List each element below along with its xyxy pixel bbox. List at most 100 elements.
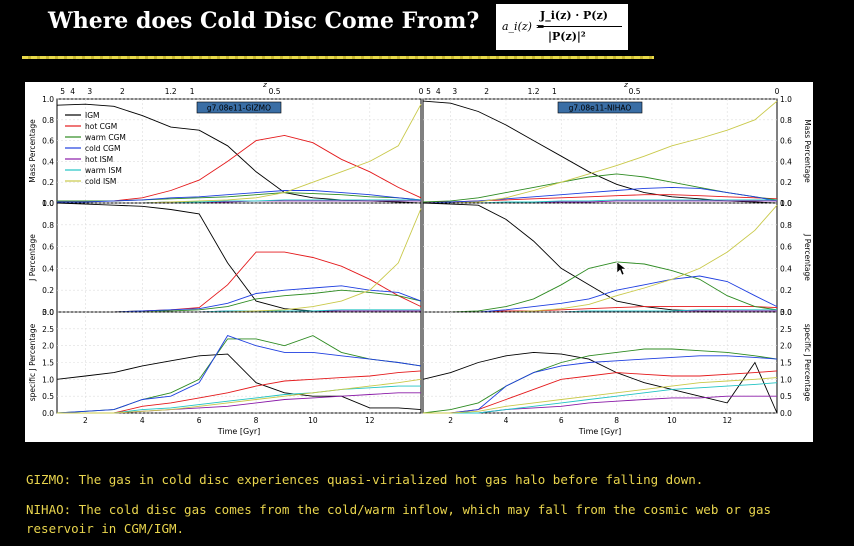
top-z-tick-label: 3 — [452, 87, 457, 96]
formula-fraction-bar — [538, 26, 622, 27]
chart-svg: 0.00.20.40.60.81.00.00.20.40.60.81.00.00… — [28, 81, 812, 436]
note-nihao: NIHAO: The cold disc gas comes from the … — [26, 502, 772, 536]
y-tick-label: 1.0 — [780, 375, 792, 384]
panel-title-box — [557, 101, 643, 114]
top-axis-label: z — [623, 82, 628, 89]
formula-box: a_i(z) = J_i(z) · P(z) |P(z)|² — [496, 4, 628, 50]
y-tick-label: 0.2 — [780, 286, 792, 295]
legend-label: hot CGM — [85, 122, 117, 131]
y-axis-label-right: Mass Percentage — [803, 119, 812, 183]
plot-frame — [422, 98, 778, 204]
y-axis-label-left: Mass Percentage — [28, 119, 37, 183]
y-tick-label: 0.5 — [780, 392, 792, 401]
y-tick-label: 1.0 — [42, 95, 54, 104]
series-line-warm-cgm-sj — [422, 348, 778, 414]
y-tick-label: 0.0 — [42, 308, 54, 317]
top-z-tick-label: 0 — [775, 87, 780, 96]
y-tick-label: 3.0 — [42, 308, 54, 317]
panel-title: g7.08e11-NIHAO — [569, 104, 632, 113]
top-z-tick-label: 0.5 — [269, 87, 281, 96]
y-tick-label: 0.8 — [42, 116, 54, 125]
top-z-tick-label: 1.2 — [165, 87, 177, 96]
plot-frame — [56, 202, 422, 313]
y-tick-label: 0.0 — [780, 409, 792, 418]
y-tick-label: 0.4 — [42, 157, 54, 166]
x-tick-label: 10 — [667, 416, 677, 425]
y-tick-label: 0.4 — [42, 264, 54, 273]
top-z-tick-label: 1.2 — [528, 87, 540, 96]
x-tick-label: 6 — [559, 416, 564, 425]
top-z-tick-label: 5 — [60, 87, 65, 96]
series-line-cold-cgm-sj — [56, 335, 422, 414]
legend-label: cold ISM — [85, 177, 116, 186]
y-tick-label: 2.0 — [780, 342, 792, 351]
formula-lhs: a_i(z) = — [502, 20, 545, 33]
y-tick-label: 1.5 — [42, 359, 54, 368]
top-z-tick-label: 4 — [436, 87, 441, 96]
note-gizmo: GIZMO: The gas in cold disc experiences … — [26, 472, 704, 487]
figure-panel: 0.0 0.2 0.4 0.6 0.8 1.0 0.0 0.2 0.4 0.6 0.8 1.0 0.0 0… — [25, 81, 813, 442]
y-tick-label: 0.2 — [42, 178, 54, 187]
y-tick-label: 1.0 — [42, 375, 54, 384]
y-tick-label: 0.0 — [780, 308, 792, 317]
y-tick-label: 0.5 — [42, 392, 54, 401]
y-tick-label: 0.0 — [780, 199, 792, 208]
series-line-igm-sj — [422, 351, 778, 414]
legend-label: cold CGM — [85, 144, 120, 153]
top-z-tick-label: 0 — [419, 87, 424, 96]
top-z-tick-label: 2 — [120, 87, 125, 96]
y-axis-label-left: J Percentage — [28, 234, 37, 282]
y-tick-label: 3.0 — [780, 308, 792, 317]
slide-title: Where does Cold Disc Come From? — [48, 8, 480, 34]
y-axis-label-left: specific J Percentage — [28, 323, 37, 401]
y-tick-label: 0.8 — [780, 221, 792, 230]
top-z-tick-label: 4 — [70, 87, 75, 96]
legend-label: warm ISM — [85, 166, 122, 175]
y-tick-label: 1.0 — [780, 95, 792, 104]
y-tick-label: 0.6 — [780, 243, 792, 252]
x-tick-label: 4 — [140, 416, 145, 425]
series-line-hot-cgm-sj — [423, 370, 778, 414]
y-tick-label: 0.8 — [780, 116, 792, 125]
y-tick-label: 0.8 — [42, 221, 54, 230]
legend-label: IGM — [85, 111, 100, 120]
y-tick-label: 0.4 — [780, 264, 792, 273]
formula-numerator: J_i(z) · P(z) — [540, 9, 608, 22]
series-line-cold-cgm-mass — [422, 186, 778, 204]
x-tick-label: 2 — [448, 416, 453, 425]
top-z-tick-label: 2 — [484, 87, 489, 96]
legend-label: warm CGM — [85, 133, 126, 142]
mouse-cursor-icon — [616, 261, 627, 276]
y-tick-label: 2.0 — [42, 342, 54, 351]
y-tick-label: 1.5 — [780, 359, 792, 368]
panel-title-box — [196, 101, 282, 114]
series-line-cold-ism-mass — [423, 100, 778, 204]
top-z-tick-label: 1 — [552, 87, 557, 96]
y-tick-label: 0.0 — [42, 409, 54, 418]
y-tick-label: 1.0 — [780, 199, 792, 208]
y-tick-label: 0.2 — [780, 178, 792, 187]
title-underline — [22, 56, 654, 59]
x-tick-label: 12 — [365, 416, 375, 425]
y-tick-label: 1.0 — [42, 199, 54, 208]
y-tick-label: 2.5 — [780, 325, 792, 334]
y-axis-label-right: J Percentage — [803, 233, 812, 281]
y-tick-label: 0.2 — [42, 286, 54, 295]
y-tick-label: 0.0 — [42, 199, 54, 208]
x-axis-label: Time [Gyr] — [578, 427, 622, 436]
x-tick-label: 12 — [722, 416, 732, 425]
top-z-tick-label: 0.5 — [629, 87, 641, 96]
x-tick-label: 6 — [197, 416, 202, 425]
x-axis-label: Time [Gyr] — [217, 427, 261, 436]
series-line-igm-sj — [56, 353, 422, 411]
top-z-tick-label: 3 — [87, 87, 92, 96]
series-line-cold-cgm-mass — [57, 190, 422, 203]
series-line-warm-ism-sj — [423, 382, 778, 414]
y-tick-label: 2.5 — [42, 325, 54, 334]
series-line-hot-cgm-sj — [57, 370, 422, 414]
y-axis-label-right: specific J Percentage — [803, 324, 812, 402]
series-line-cold-ism-sj — [57, 378, 422, 414]
y-tick-label: 0.6 — [780, 137, 792, 146]
top-z-tick-label: 5 — [426, 87, 431, 96]
series-line-cold-cgm-sj — [423, 355, 778, 414]
